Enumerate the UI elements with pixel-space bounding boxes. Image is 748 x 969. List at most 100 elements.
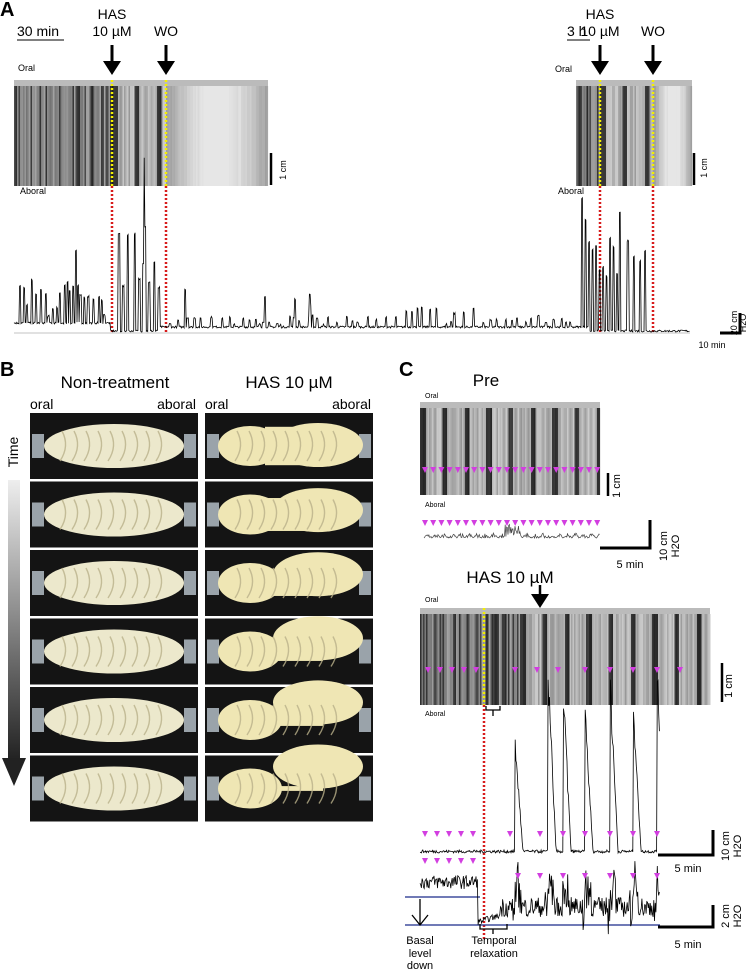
marker-triangle [446,831,452,837]
kymograph-stripe [606,86,608,186]
fold-line [294,704,302,736]
marker-triangle [430,520,437,526]
kymograph-stripe [656,614,659,705]
scale-label: H2O [738,314,748,333]
marker-triangle [470,831,476,837]
kymograph-stripe [20,86,22,186]
kymograph-stripe [641,614,644,705]
kymograph-stripe [239,86,242,186]
connector [207,776,219,801]
washout-label: WO [154,23,178,39]
scale-label: 5 min [675,939,702,951]
kymograph-stripe [694,614,696,705]
kymograph-stripe [104,86,106,186]
kymograph-stripe [701,614,704,705]
kymograph-stripe [561,408,563,495]
kymograph-stripe [599,614,602,705]
kymograph-stripe [530,614,533,705]
scale-label: 10 cm [658,531,670,561]
panel-label: C [399,359,413,381]
kymograph-stripe [623,614,626,705]
kymograph-stripe [680,86,682,186]
kymograph-stripe [627,86,629,186]
kymograph-stripe [700,614,702,705]
kymograph-stripe [26,86,28,186]
fold-line [282,773,290,804]
kymograph-stripe [529,408,532,495]
kymograph-stripe [572,614,575,705]
fold-line [258,636,266,667]
marker-triangle [479,520,486,526]
kymograph-stripe [589,86,592,186]
kymograph-stripe [578,614,581,705]
fold-line [306,567,314,599]
kymograph-stripe [436,614,439,705]
kymograph-stripe [444,408,446,495]
fold-line [143,567,151,599]
kymograph-stripe [420,408,422,495]
kymograph-stripe [559,614,561,705]
kymograph-stripe [517,614,519,705]
kymograph-stripe [672,86,675,186]
fold-line [131,430,139,462]
kymograph-stripe [678,86,681,186]
marker-triangle [458,858,464,864]
aboral-label: Aboral [425,502,446,509]
kymograph-stripe [439,408,442,495]
kymograph-stripe [462,614,464,705]
scale-label: 5 min [675,863,702,875]
fold-line [155,430,163,462]
kymograph-stripe [586,408,589,495]
kymograph-stripe [154,86,156,186]
kymograph-stripe [547,614,549,705]
kymograph-stripe [631,86,634,186]
kymograph-stripe [483,614,485,705]
kymograph-stripe [485,614,488,705]
kymograph-stripe [562,614,564,705]
fold-line [155,499,163,530]
kymograph-stripe [218,86,221,186]
kymograph-stripe [438,408,440,495]
kymograph-stripe [262,86,264,186]
kymograph-stripe [547,408,550,495]
kymograph-stripe [456,408,458,495]
kymograph-stripe [158,86,161,186]
kymograph-stripe [571,614,573,705]
kymograph-stripe [433,614,436,705]
kymograph-stripe [480,614,482,705]
kymograph-stripe [426,614,428,705]
kymograph-stripe [481,614,484,705]
fold-line [59,499,67,530]
kymograph-stripe [474,408,476,495]
marker-triangle [438,467,445,473]
kymograph-stripe [671,86,673,186]
kymograph-stripe [453,408,455,495]
fold-line [71,499,79,530]
kymograph-stripe [613,614,615,705]
kymograph-stripe [511,614,513,705]
kymograph-stripe [471,614,473,705]
kymograph-stripe [649,86,652,186]
kymograph-stripe [589,408,592,495]
fold-line [282,636,290,667]
marker-triangle [561,520,568,526]
time-arrow-shaft [8,480,20,760]
kymograph-stripe [241,86,243,186]
marker-triangle [536,467,543,473]
fold-line [306,430,314,462]
aboral-label: Aboral [425,711,446,718]
kymograph-stripe [568,408,571,495]
kymograph-stripe [421,614,424,705]
kymograph-stripe [163,86,165,186]
kymograph-stripe [447,614,449,705]
fold-line [246,636,254,667]
kymograph-stripe [202,86,204,186]
kymograph-stripe [553,614,555,705]
kymograph-stripe [517,408,520,495]
fold-line [155,773,163,804]
fold-line [107,704,115,736]
kymograph-stripe [469,614,472,705]
kymograph-stripe [143,86,146,186]
oral-label: Oral [425,597,439,604]
kymograph-stripe [622,614,624,705]
